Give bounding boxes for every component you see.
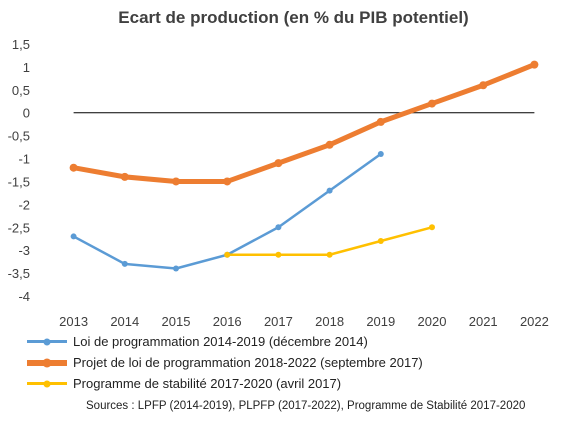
data-point xyxy=(275,224,282,231)
data-point xyxy=(376,117,385,126)
y-tick-label: -3 xyxy=(18,243,30,258)
legend-item: Programme de stabilité 2017-2020 (avril … xyxy=(25,373,423,394)
x-tick-label: 2019 xyxy=(366,314,395,329)
legend-label: Programme de stabilité 2017-2020 (avril … xyxy=(73,376,342,391)
data-point xyxy=(121,260,128,267)
x-tick-label: 2014 xyxy=(110,314,139,329)
legend: Loi de programmation 2014-2019 (décembre… xyxy=(25,331,423,394)
data-point xyxy=(428,99,436,108)
data-point xyxy=(326,187,333,194)
y-tick-label: -2,5 xyxy=(8,220,30,235)
data-point xyxy=(274,159,283,168)
x-tick-label: 2013 xyxy=(59,314,88,329)
legend-label: Projet de loi de programmation 2018-2022… xyxy=(73,355,423,370)
data-point xyxy=(530,60,539,69)
data-point xyxy=(275,251,282,258)
x-tick-label: 2017 xyxy=(264,314,293,329)
x-tick-label: 2021 xyxy=(469,314,498,329)
y-tick-label: 1,5 xyxy=(12,37,30,52)
series-line xyxy=(71,62,537,184)
y-tick-label: -3,5 xyxy=(8,266,30,281)
legend-item: Projet de loi de programmation 2018-2022… xyxy=(25,352,423,373)
legend-swatch-yellow xyxy=(25,377,69,391)
data-point xyxy=(325,140,334,149)
sources-note: Sources : LPFP (2014-2019), PLPFP (2017-… xyxy=(86,400,526,412)
y-tick-label: -0,5 xyxy=(8,129,30,144)
y-tick-label: -4 xyxy=(18,289,30,304)
data-point xyxy=(326,251,333,258)
data-point xyxy=(223,177,232,186)
legend-swatch-orange xyxy=(25,356,69,370)
data-point xyxy=(377,150,384,157)
data-point xyxy=(377,238,384,245)
series-line xyxy=(225,226,434,257)
legend-swatch-blue xyxy=(25,335,69,349)
data-point xyxy=(172,177,180,186)
y-tick-label: 0 xyxy=(23,106,30,121)
series-line xyxy=(72,152,383,270)
chart-title: Ecart de production (en % du PIB potenti… xyxy=(118,8,469,27)
x-tick-label: 2022 xyxy=(520,314,549,329)
data-point xyxy=(173,265,179,272)
legend-item: Loi de programmation 2014-2019 (décembre… xyxy=(25,331,423,352)
x-tick-label: 2018 xyxy=(315,314,344,329)
y-tick-label: -1,5 xyxy=(8,174,30,189)
y-tick-label: 0,5 xyxy=(12,83,30,98)
x-tick-label: 2015 xyxy=(162,314,191,329)
legend-label: Loi de programmation 2014-2019 (décembre… xyxy=(73,334,368,349)
y-tick-label: -1 xyxy=(18,152,30,167)
data-point xyxy=(429,224,435,231)
data-point xyxy=(70,233,77,240)
data-point xyxy=(479,81,488,90)
data-point xyxy=(120,172,129,181)
data-point xyxy=(224,251,231,258)
data-point xyxy=(69,163,78,172)
x-tick-label: 2020 xyxy=(418,314,447,329)
y-tick-label: -2 xyxy=(18,197,30,212)
y-tick-label: 1 xyxy=(23,60,30,75)
x-tick-label: 2016 xyxy=(213,314,242,329)
